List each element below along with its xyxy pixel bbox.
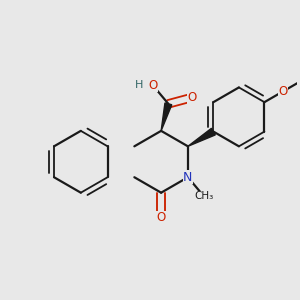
Polygon shape — [161, 103, 172, 131]
Text: H: H — [134, 80, 143, 90]
Text: O: O — [278, 85, 287, 98]
Text: O: O — [187, 91, 196, 104]
Text: N: N — [183, 171, 193, 184]
Text: O: O — [157, 211, 166, 224]
Text: O: O — [148, 79, 158, 92]
Text: CH₃: CH₃ — [194, 191, 214, 201]
Polygon shape — [188, 128, 215, 146]
